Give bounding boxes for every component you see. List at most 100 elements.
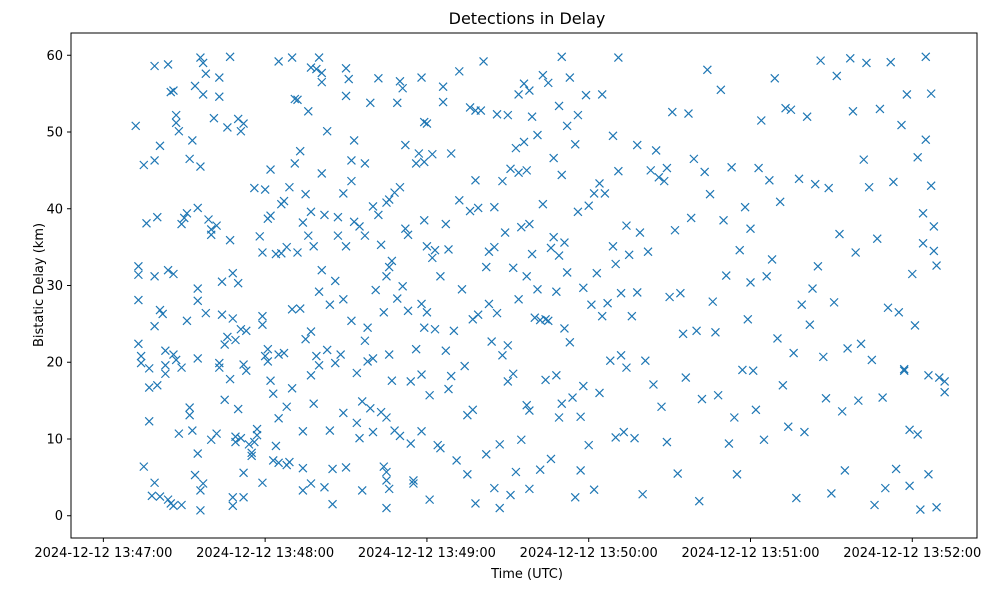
data-point (150, 155, 160, 165)
data-point (662, 437, 672, 447)
data-point (622, 363, 631, 373)
data-point (562, 268, 572, 277)
data-point (479, 56, 488, 66)
data-point (934, 373, 944, 383)
data-point (290, 94, 300, 104)
data-point (438, 97, 448, 107)
data-point (533, 130, 542, 140)
data-point (487, 337, 497, 346)
data-point (171, 110, 181, 120)
data-point (298, 426, 308, 436)
data-point (845, 53, 855, 63)
data-point (314, 287, 324, 297)
data-point (268, 456, 278, 465)
data-point (258, 311, 267, 321)
data-point (212, 221, 222, 231)
data-point (527, 249, 537, 259)
data-point (584, 201, 594, 211)
data-point (546, 243, 556, 253)
data-point (541, 314, 550, 324)
data-point (853, 396, 863, 406)
data-point (244, 439, 254, 449)
data-point (222, 332, 232, 342)
data-point (249, 183, 259, 193)
data-point (627, 311, 637, 321)
data-point (360, 336, 370, 346)
data-point (295, 304, 305, 313)
data-point (578, 381, 588, 391)
data-point (422, 241, 432, 251)
data-point (196, 162, 205, 171)
data-point (263, 344, 273, 354)
data-point (589, 188, 599, 198)
data-point (878, 393, 888, 402)
data-point (365, 98, 375, 108)
data-point (169, 501, 178, 511)
data-point (333, 212, 343, 222)
data-point (193, 449, 203, 459)
data-point (673, 469, 683, 478)
x-tick-label: 2024-12-12 13:50:00 (520, 546, 658, 561)
data-point (158, 309, 168, 319)
data-point (398, 83, 408, 93)
data-point (519, 79, 529, 89)
data-point (705, 189, 715, 199)
data-point (255, 231, 265, 241)
data-point (444, 384, 453, 394)
data-point (239, 119, 248, 128)
data-point (840, 466, 850, 475)
data-point (263, 357, 273, 366)
data-point (870, 500, 879, 510)
data-point (603, 298, 613, 308)
data-point (481, 262, 491, 272)
data-point (295, 146, 305, 156)
data-point (284, 182, 294, 192)
data-point (136, 351, 146, 361)
data-point (400, 224, 410, 234)
data-point (231, 335, 240, 345)
data-point (511, 143, 521, 153)
data-point (382, 413, 391, 422)
data-point (746, 278, 755, 287)
x-axis-title: Time (UTC) (490, 567, 563, 582)
data-point (894, 307, 904, 317)
x-tick-label: 2024-12-12 13:51:00 (681, 546, 819, 561)
data-point (684, 109, 693, 119)
data-point (422, 119, 432, 128)
data-point (530, 313, 540, 323)
data-point (150, 271, 160, 281)
data-point (306, 370, 316, 380)
data-point (554, 413, 564, 422)
data-point (341, 91, 351, 101)
data-point (759, 435, 769, 445)
data-point (363, 357, 373, 366)
data-point (762, 271, 772, 281)
data-point (489, 202, 499, 212)
data-point (417, 299, 426, 309)
data-point (193, 203, 203, 213)
data-point (241, 326, 251, 336)
data-point (198, 89, 208, 99)
data-point (791, 493, 801, 503)
data-point (498, 176, 507, 186)
data-point (473, 310, 483, 320)
data-point (913, 152, 923, 162)
data-point (185, 410, 195, 420)
data-point (675, 288, 685, 298)
data-point (651, 145, 661, 155)
data-point (816, 56, 826, 66)
data-point (435, 271, 445, 281)
data-point (689, 154, 699, 164)
chart-title: Detections in Delay (449, 9, 606, 28)
data-point (400, 140, 410, 150)
data-point (382, 467, 391, 477)
data-point (546, 454, 556, 464)
data-point (160, 346, 170, 356)
data-point (379, 307, 389, 317)
data-point (430, 245, 440, 255)
data-point (193, 284, 203, 293)
x-tick-label: 2024-12-12 13:47:00 (34, 546, 172, 561)
data-point (336, 350, 346, 359)
data-point (228, 314, 238, 323)
